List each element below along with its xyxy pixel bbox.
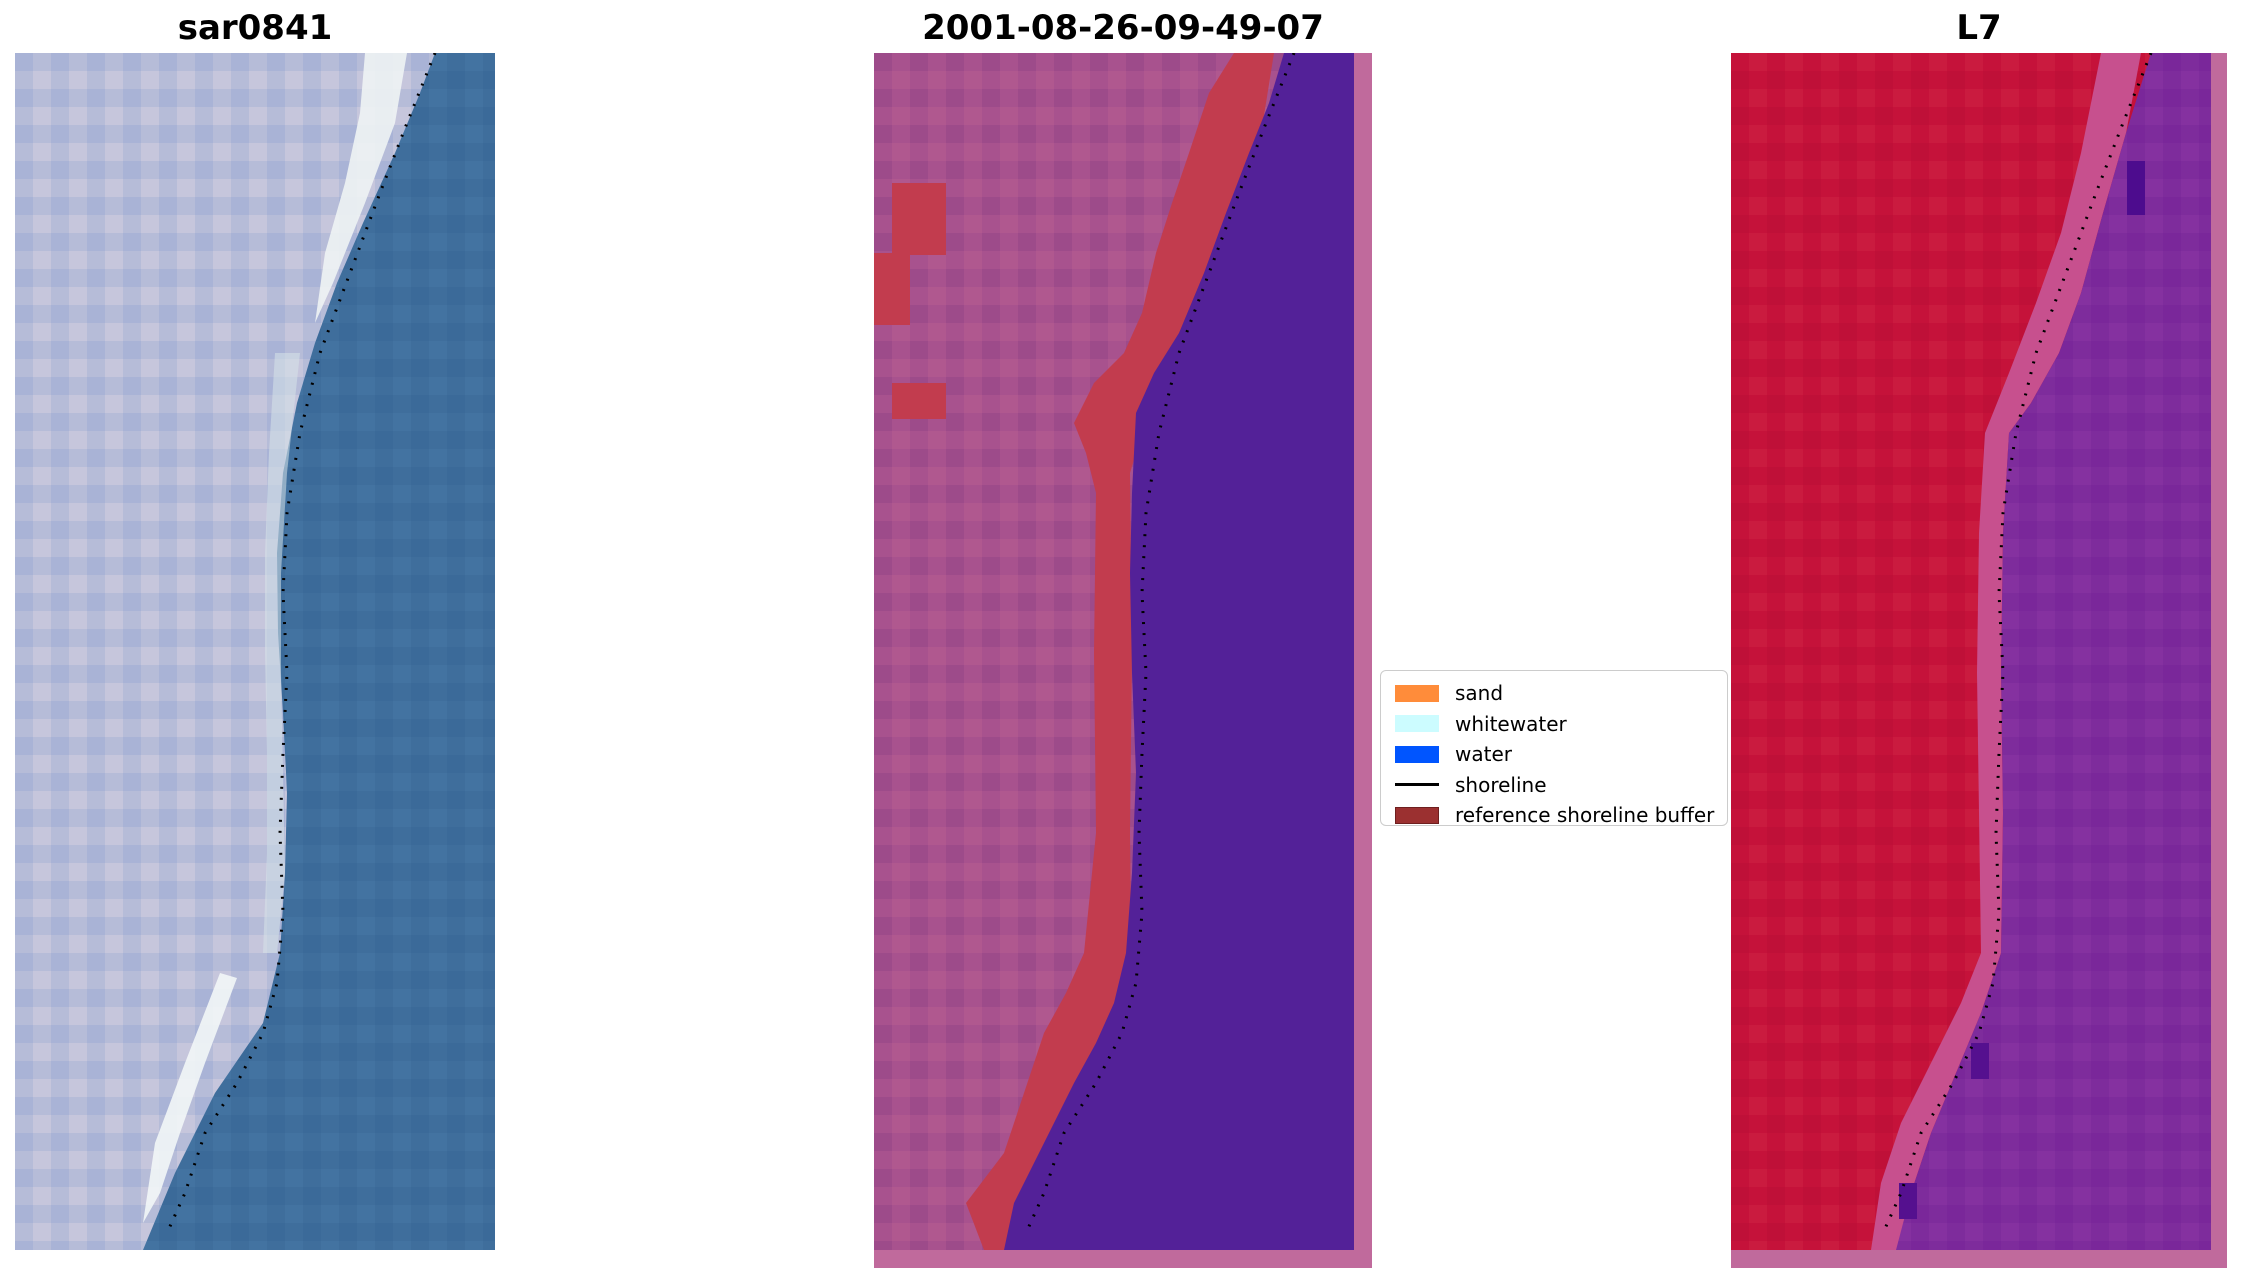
water-class bbox=[1004, 53, 1354, 1250]
dark-patch bbox=[2127, 161, 2145, 215]
index-image-panel bbox=[1731, 53, 2227, 1268]
legend-item-shoreline: shoreline bbox=[1388, 770, 1727, 801]
shoreline-dots bbox=[1024, 53, 1296, 1234]
legend: sand whitewater water shoreline referenc… bbox=[1380, 670, 1728, 827]
panel-title-rgb: sar0841 bbox=[177, 8, 333, 48]
shoreline-line-swatch bbox=[1395, 783, 1439, 787]
reference-buffer-swatch bbox=[1395, 806, 1439, 824]
shoreline-dots bbox=[165, 53, 437, 1234]
panel-title-classified: 2001-08-26-09-49-07 bbox=[922, 8, 1324, 48]
shore-haze bbox=[263, 353, 300, 953]
water-index bbox=[1896, 53, 2211, 1250]
dark-patch bbox=[1899, 1183, 1917, 1219]
bright-beach-strip-south bbox=[143, 973, 237, 1223]
classified-image-panel bbox=[874, 53, 1372, 1268]
sand-swatch bbox=[1395, 684, 1439, 702]
reference-buffer bbox=[966, 53, 1274, 1250]
legend-item-water: water bbox=[1388, 739, 1727, 770]
shoreline-dots bbox=[1881, 53, 2153, 1234]
rgb-image-panel bbox=[15, 53, 495, 1250]
buffer-patch bbox=[874, 253, 910, 325]
legend-item-sand: sand bbox=[1388, 678, 1727, 709]
panel-title-mndwi: L7 bbox=[1956, 8, 2002, 48]
legend-label: shoreline bbox=[1455, 772, 1547, 797]
water-swatch bbox=[1395, 745, 1439, 763]
bright-beach-strip bbox=[315, 53, 407, 323]
dark-patch bbox=[1971, 1043, 1989, 1079]
legend-label: sand bbox=[1455, 681, 1504, 706]
buffer-patch bbox=[892, 183, 946, 255]
legend-item-whitewater: whitewater bbox=[1388, 709, 1727, 740]
whitewater-swatch bbox=[1395, 715, 1439, 733]
transition-band bbox=[1871, 53, 2141, 1250]
legend-label: water bbox=[1455, 742, 1512, 767]
legend-label: reference shoreline buffer bbox=[1455, 803, 1715, 828]
sea-area bbox=[143, 53, 495, 1250]
buffer-patch bbox=[892, 383, 946, 419]
legend-label: whitewater bbox=[1455, 711, 1567, 736]
legend-item-reference-buffer: reference shoreline buffer bbox=[1388, 800, 1727, 831]
